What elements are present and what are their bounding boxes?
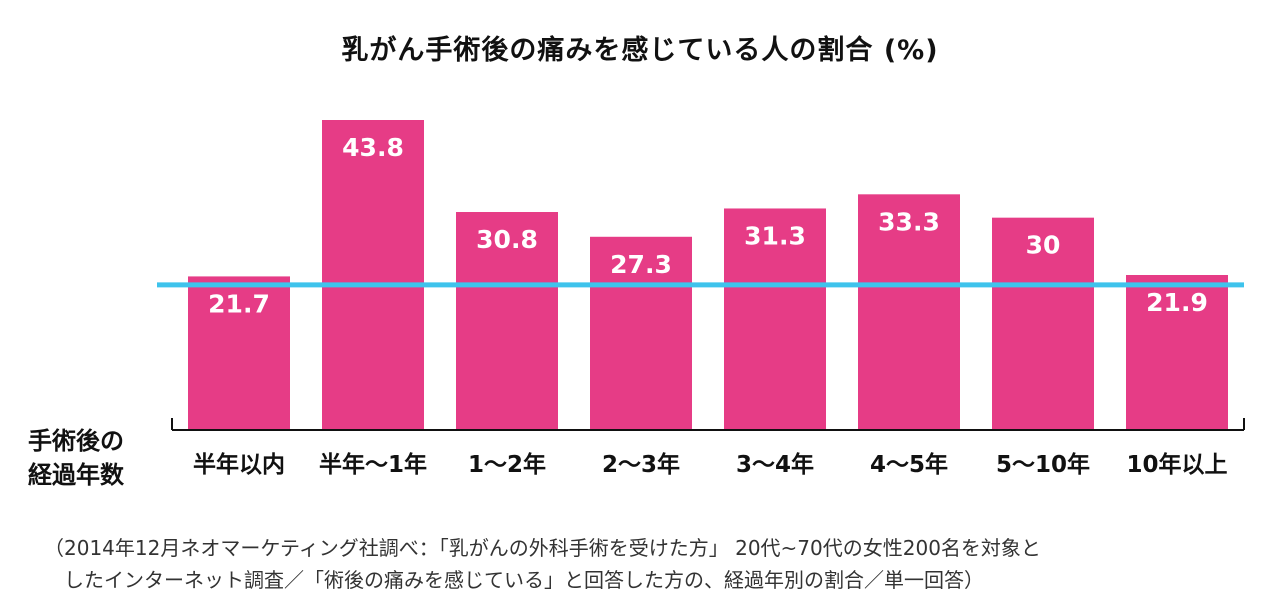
x-tick-label-8: 10年以上 [1126, 451, 1227, 478]
x-axis-title: 手術後の 経過年数 [28, 424, 124, 492]
x-axis-title-line-1: 手術後の [28, 427, 124, 455]
bar-value-label-8: 21.9 [1146, 288, 1208, 317]
bar-value-label-6: 33.3 [878, 207, 940, 236]
x-tick-label-7: 5〜10年 [996, 451, 1090, 478]
chart-title: 乳がん手術後の痛みを感じている人の割合 (%) [341, 35, 939, 66]
x-axis-title-line-2: 経過年数 [28, 461, 124, 489]
x-tick-label-5: 3〜4年 [736, 451, 814, 478]
bar-value-label-1: 21.7 [208, 289, 270, 318]
x-tick-label-4: 2〜3年 [602, 451, 680, 478]
bar-1 [188, 276, 290, 430]
bar-8 [1126, 275, 1228, 430]
bar-4 [590, 236, 692, 430]
bar-2 [322, 120, 424, 430]
bar-3 [456, 212, 558, 430]
bar-value-label-7: 30 [1026, 231, 1061, 260]
bar-5 [724, 208, 826, 430]
bar-value-label-4: 27.3 [610, 250, 672, 279]
footnote-line-2: したインターネット調査／「術後の痛みを感じている」と回答した方の、経過年別の割合… [64, 568, 984, 592]
x-tick-label-2: 半年〜1年 [319, 451, 427, 478]
bar-6 [858, 194, 960, 430]
bar-value-label-5: 31.3 [744, 221, 806, 250]
x-tick-label-6: 4〜5年 [870, 451, 948, 478]
footnote-line-1: （2014年12月ネオマーケティング社調べ：「乳がんの外科手術を受けた方」 20… [44, 536, 1041, 560]
bar-7 [992, 217, 1094, 430]
bar-value-label-3: 30.8 [476, 225, 538, 254]
x-tick-label-1: 半年以内 [193, 451, 285, 478]
bar-value-label-2: 43.8 [342, 133, 404, 162]
x-tick-label-3: 1〜2年 [468, 451, 546, 478]
